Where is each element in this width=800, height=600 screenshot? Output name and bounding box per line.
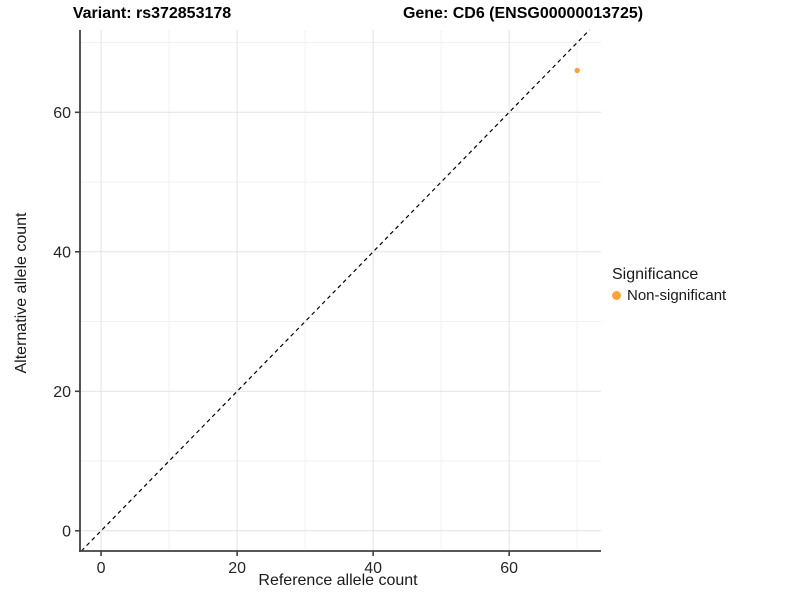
y-tick-label: 40 (53, 244, 71, 261)
legend-item-label: Non-significant (627, 287, 727, 304)
y-tick-label: 0 (62, 523, 71, 540)
y-tick-label: 60 (53, 105, 71, 122)
legend-point-icon (612, 291, 621, 300)
gene-title: Gene: CD6 (ENSG00000013725) (402, 5, 644, 22)
y-tick-label: 20 (53, 384, 71, 401)
x-tick-label: 40 (364, 560, 382, 577)
x-axis-title: Reference allele count (258, 572, 418, 589)
x-tick-label: 0 (97, 560, 106, 577)
data-point (574, 67, 580, 74)
variant-title: Variant: rs372853178 (72, 5, 232, 22)
legend-item: Non-significant (612, 287, 726, 304)
identity-reference-line (80, 29, 590, 552)
legend: Significance Non-significant (612, 266, 726, 304)
x-tick-label: 60 (500, 560, 518, 577)
legend-title: Significance (612, 266, 699, 283)
x-tick-label: 20 (228, 560, 246, 577)
